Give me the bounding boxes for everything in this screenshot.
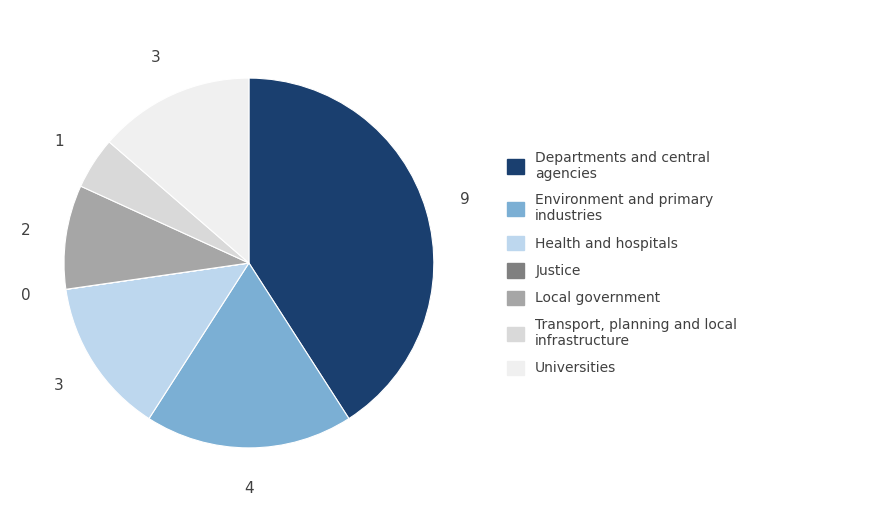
Wedge shape [64, 186, 249, 289]
Text: 3: 3 [54, 378, 64, 392]
Text: 0: 0 [20, 288, 30, 302]
Wedge shape [81, 142, 249, 263]
Wedge shape [109, 78, 249, 263]
Wedge shape [66, 263, 249, 289]
Text: 1: 1 [54, 134, 64, 148]
Text: 9: 9 [461, 192, 470, 207]
Wedge shape [249, 78, 434, 419]
Text: 2: 2 [20, 224, 30, 238]
Wedge shape [149, 263, 348, 448]
Text: 3: 3 [150, 50, 160, 65]
Text: 4: 4 [244, 481, 253, 496]
Wedge shape [66, 263, 249, 419]
Legend: Departments and central
agencies, Environment and primary
industries, Health and: Departments and central agencies, Enviro… [508, 150, 737, 376]
